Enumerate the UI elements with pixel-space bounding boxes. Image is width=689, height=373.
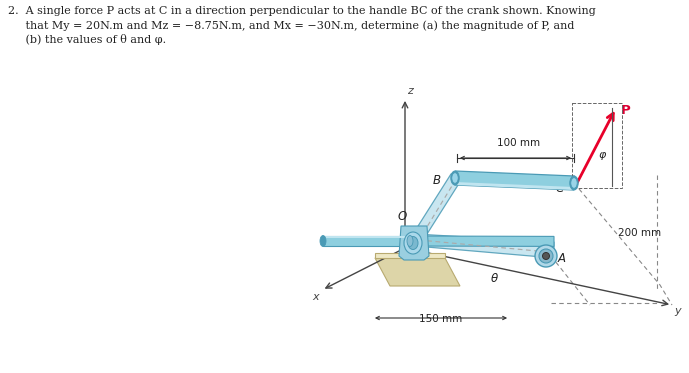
- Text: θ: θ: [491, 272, 497, 285]
- Text: P: P: [621, 104, 630, 117]
- Text: (b) the values of θ and φ.: (b) the values of θ and φ.: [8, 34, 166, 45]
- Polygon shape: [410, 236, 554, 247]
- Polygon shape: [325, 236, 408, 238]
- Text: O: O: [398, 210, 407, 223]
- Circle shape: [539, 249, 553, 263]
- Ellipse shape: [571, 178, 577, 188]
- Text: 200 mm: 200 mm: [618, 228, 661, 238]
- Text: y: y: [674, 306, 681, 316]
- Ellipse shape: [451, 171, 459, 185]
- Polygon shape: [455, 182, 574, 190]
- Text: x: x: [312, 292, 318, 302]
- Ellipse shape: [407, 235, 413, 247]
- Text: φ: φ: [598, 150, 606, 160]
- Circle shape: [542, 253, 550, 260]
- Polygon shape: [455, 171, 575, 190]
- Text: 150 mm: 150 mm: [420, 314, 462, 324]
- Polygon shape: [375, 253, 445, 258]
- Ellipse shape: [408, 236, 418, 250]
- Ellipse shape: [570, 176, 578, 190]
- Polygon shape: [399, 226, 429, 260]
- Polygon shape: [413, 174, 465, 234]
- Polygon shape: [323, 236, 410, 246]
- Circle shape: [535, 245, 557, 267]
- Text: A: A: [558, 251, 566, 264]
- Text: 2.  A single force P acts at C in a direction perpendicular to the handle BC of : 2. A single force P acts at C in a direc…: [8, 6, 596, 16]
- Ellipse shape: [404, 232, 422, 254]
- Text: B: B: [433, 175, 441, 188]
- Text: z: z: [407, 86, 413, 96]
- Ellipse shape: [452, 173, 458, 183]
- Text: C: C: [556, 182, 564, 194]
- Ellipse shape: [320, 235, 326, 247]
- Text: that My = 20N.m and Mz = −8.75N.m, and Mx = −30N.m, determine (a) the magnitude : that My = 20N.m and Mz = −8.75N.m, and M…: [8, 20, 575, 31]
- Polygon shape: [415, 234, 554, 258]
- Text: 100 mm: 100 mm: [497, 138, 540, 148]
- Polygon shape: [375, 258, 460, 286]
